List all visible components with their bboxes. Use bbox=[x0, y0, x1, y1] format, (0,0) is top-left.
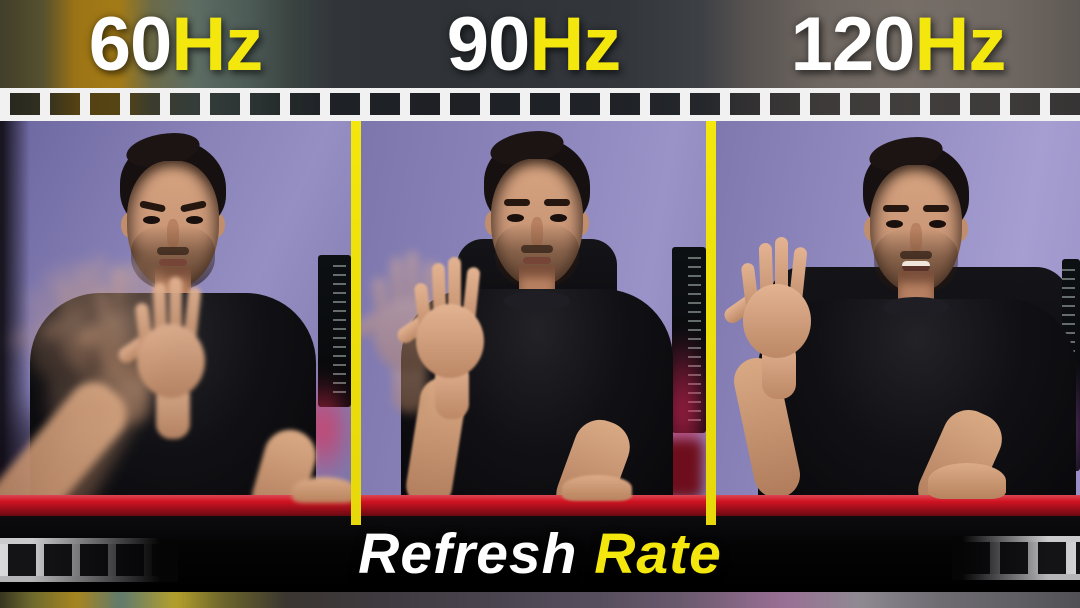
mustache bbox=[157, 247, 189, 255]
eye-left bbox=[886, 220, 903, 228]
nose bbox=[531, 217, 543, 247]
caption-bar: Refresh Rate bbox=[0, 516, 1080, 592]
mouth bbox=[523, 257, 551, 264]
mouth bbox=[159, 259, 187, 266]
film-strip-bottom-left bbox=[0, 538, 178, 582]
eye-left bbox=[143, 216, 160, 224]
eye-right bbox=[929, 220, 946, 228]
mustache bbox=[521, 245, 553, 253]
label-60hz: 60 Hz bbox=[0, 0, 351, 88]
panel-120hz bbox=[716, 121, 1080, 516]
collar bbox=[504, 291, 570, 311]
yellow-divider-right bbox=[706, 121, 716, 525]
waving-hand bbox=[391, 249, 511, 419]
eyebrow-left bbox=[139, 200, 167, 213]
bottom-blur-band bbox=[0, 592, 1080, 608]
label-60hz-unit: Hz bbox=[171, 1, 263, 87]
hand-on-desk bbox=[928, 463, 1006, 499]
caption-word-rate: Rate bbox=[594, 522, 722, 586]
eyebrow-left bbox=[504, 199, 530, 206]
film-strip-top bbox=[0, 88, 1080, 121]
eye-right bbox=[186, 216, 203, 224]
hand-on-desk bbox=[562, 475, 632, 501]
label-90hz-unit: Hz bbox=[529, 1, 621, 87]
nose bbox=[167, 219, 179, 249]
label-90hz: 90 Hz bbox=[361, 0, 706, 88]
bottom-blur-gradient bbox=[0, 592, 1080, 608]
mouth-smile bbox=[902, 261, 930, 274]
label-120hz: 120 Hz bbox=[716, 0, 1080, 88]
label-60hz-number: 60 bbox=[88, 1, 173, 87]
panel-90hz bbox=[361, 121, 706, 516]
hand-on-desk bbox=[292, 477, 356, 503]
film-strip-bottom-right bbox=[952, 536, 1080, 580]
mustache bbox=[900, 251, 932, 259]
label-90hz-number: 90 bbox=[446, 1, 531, 87]
red-desk-surface bbox=[0, 495, 1080, 516]
eye-right bbox=[550, 214, 567, 222]
eyebrow-left bbox=[883, 205, 909, 212]
header-blur-band: 60 Hz 90 Hz 120 Hz bbox=[0, 0, 1080, 88]
eyebrow-right bbox=[923, 205, 949, 212]
caption-word-refresh: Refresh bbox=[358, 522, 578, 586]
eyebrow-right bbox=[179, 200, 207, 213]
nose bbox=[910, 223, 922, 253]
caption-title: Refresh Rate bbox=[358, 521, 722, 587]
panel-60hz bbox=[0, 121, 351, 516]
eyebrow-right bbox=[544, 199, 570, 206]
label-120hz-number: 120 bbox=[790, 1, 916, 87]
collar bbox=[883, 297, 949, 317]
label-120hz-unit: Hz bbox=[914, 1, 1006, 87]
waving-hand bbox=[718, 229, 838, 399]
comparison-stage bbox=[0, 121, 1080, 516]
waving-hand bbox=[112, 269, 232, 439]
eye-left bbox=[507, 214, 524, 222]
black-tshirt-torso bbox=[758, 299, 1076, 516]
yellow-divider-left bbox=[351, 121, 361, 525]
